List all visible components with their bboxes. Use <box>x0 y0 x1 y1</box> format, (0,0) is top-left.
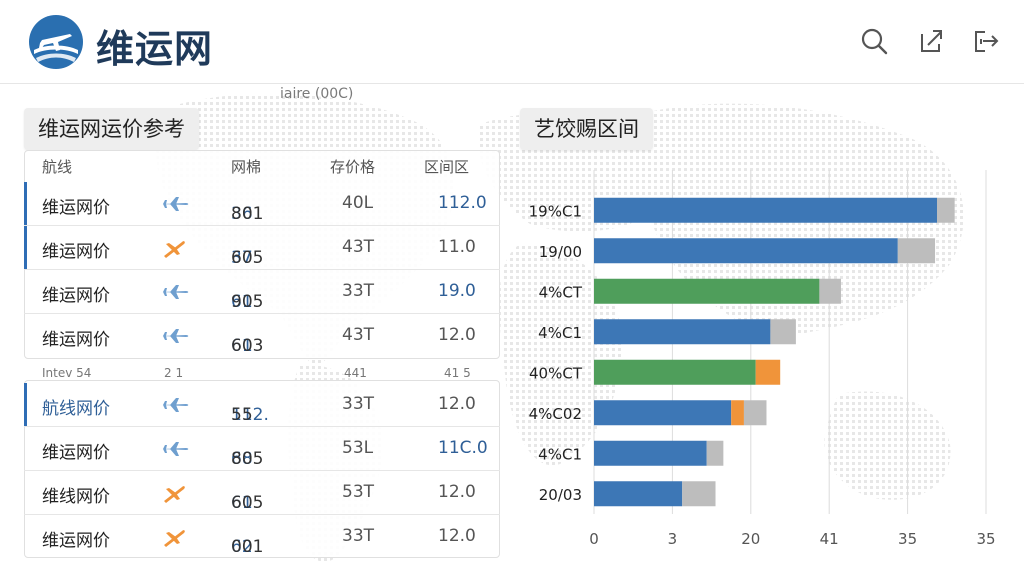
subheader-cell: Intev 54 <box>42 366 92 380</box>
table-row[interactable]: 维运网价 68 805 53L 11C.0 <box>24 427 500 471</box>
logout-icon[interactable] <box>971 26 1001 56</box>
app-title: 维运网 <box>96 27 214 71</box>
subheader-cell: 41 5 <box>444 366 471 380</box>
y-category-label: 4%CT <box>539 283 583 301</box>
x-tick-label: 41 <box>820 530 839 548</box>
app-header: 维运网 <box>0 0 1024 84</box>
subheader-cell: 441 <box>344 366 367 380</box>
bar-segment-gray <box>682 481 716 507</box>
subheader-cell: 2 1 <box>164 366 184 380</box>
route-name: 维运网价 <box>42 531 110 551</box>
weight-value: 53T <box>342 482 375 502</box>
weight-value: 33T <box>342 281 375 301</box>
route-name: 维线网价 <box>42 487 110 507</box>
y-category-label: 19/00 <box>539 243 582 261</box>
bar-main <box>594 400 732 426</box>
range-value: 11C.0 <box>438 438 488 458</box>
weight-value: 43T <box>342 325 375 345</box>
plane-icon <box>160 393 190 417</box>
y-category-label: 4%C1 <box>538 445 582 463</box>
rate-table-bottom <box>24 380 500 558</box>
plane-icon <box>160 324 190 348</box>
bar-segment-gray <box>937 197 955 223</box>
bar-segment-gray <box>743 400 767 426</box>
table-header: 航线 网棉 存价格 区间区 <box>24 150 500 182</box>
route-name: 维运网价 <box>42 198 110 218</box>
plane-icon <box>160 481 190 505</box>
plane-icon <box>160 192 190 216</box>
y-category-label: 4%C1 <box>538 324 582 342</box>
range-value: 19.0 <box>438 281 476 301</box>
plane-icon <box>160 236 190 260</box>
table-row[interactable]: 航线网价 112. 55 33T 12.0 <box>24 383 500 427</box>
plane-icon <box>160 525 190 549</box>
rate-table-top <box>24 150 500 359</box>
weight-value: 43T <box>342 237 375 257</box>
bar-segment-orange <box>755 359 781 385</box>
table-row[interactable]: 维运网价 62 001 33T 12.0 <box>42 525 476 557</box>
range-value: 12.0 <box>438 325 476 345</box>
bar-segment-gray <box>897 238 936 264</box>
column-header-range: 区间区 <box>424 158 470 176</box>
table-row[interactable]: 维运网价 36 801 40L 112.0 <box>24 182 500 226</box>
route-name: 航线网价 <box>42 399 110 419</box>
y-category-label: 4%C02 <box>529 405 582 423</box>
y-category-label: 40%CT <box>529 364 583 382</box>
bar-main <box>594 278 820 304</box>
weight-value: 33T <box>342 394 375 414</box>
plane-icon <box>160 437 190 461</box>
weight-value: 33T <box>342 526 375 546</box>
range-bar-chart: 0 3 20 41 35 35 19%C1 19/00 4%CT 4%C1 40%CT 4%C02 4%… <box>529 170 996 548</box>
export-icon[interactable] <box>916 26 946 56</box>
logo-icon <box>29 15 83 69</box>
table-row[interactable]: 维运网价 37 605 43T 11.0 <box>24 226 500 270</box>
search-icon[interactable] <box>859 26 889 56</box>
bar-main <box>594 238 898 264</box>
x-tick-label: 20 <box>741 530 760 548</box>
bar-main <box>594 359 756 385</box>
range-value: 12.0 <box>438 482 476 502</box>
table-row[interactable]: 维运网价 61 905 33T 19.0 <box>24 270 500 314</box>
bar-main <box>594 319 771 345</box>
weight-value: 53L <box>342 438 374 458</box>
weight-value: 40L <box>342 193 374 213</box>
bar-segment-orange <box>731 400 744 426</box>
x-tick-label: 35 <box>976 530 995 548</box>
column-header-weight: 存价格 <box>330 158 376 176</box>
map-caption: iaire (00C) <box>280 86 354 102</box>
bar-segment-gray <box>770 319 796 345</box>
range-value: 12.0 <box>438 394 476 414</box>
bar-main <box>594 440 707 466</box>
bar-main <box>594 197 937 223</box>
x-tick-label: 0 <box>589 530 599 548</box>
range-value: 12.0 <box>438 526 476 546</box>
table-row[interactable]: 维运网价 61 603 43T 12.0 <box>42 324 476 356</box>
left-panel-title: 维运网运价参考 <box>24 108 199 150</box>
range-value: 112.0 <box>438 193 487 213</box>
route-name: 维运网价 <box>42 443 110 463</box>
right-panel-title: 艺饺赐区间 <box>520 108 653 150</box>
range-value: 11.0 <box>438 237 476 257</box>
route-name: 维运网价 <box>42 330 110 350</box>
route-name: 维运网价 <box>42 286 110 306</box>
route-name: 维运网价 <box>42 242 110 262</box>
x-tick-label: 35 <box>898 530 917 548</box>
table-row[interactable]: 维线网价 61 605 53T 12.0 <box>24 471 500 515</box>
y-category-label: 19%C1 <box>529 202 582 220</box>
bar-segment-gray <box>819 278 841 304</box>
table-subheader: Intev 54 2 1 441 41 5 <box>24 366 500 386</box>
column-header-price: 网棉 <box>231 158 262 176</box>
plane-icon <box>160 280 190 304</box>
bar-main <box>594 481 683 507</box>
x-tick-label: 3 <box>668 530 678 548</box>
bar-segment-gray <box>706 440 724 466</box>
y-category-label: 20/03 <box>539 486 582 504</box>
column-header-route: 航线 <box>42 158 73 176</box>
